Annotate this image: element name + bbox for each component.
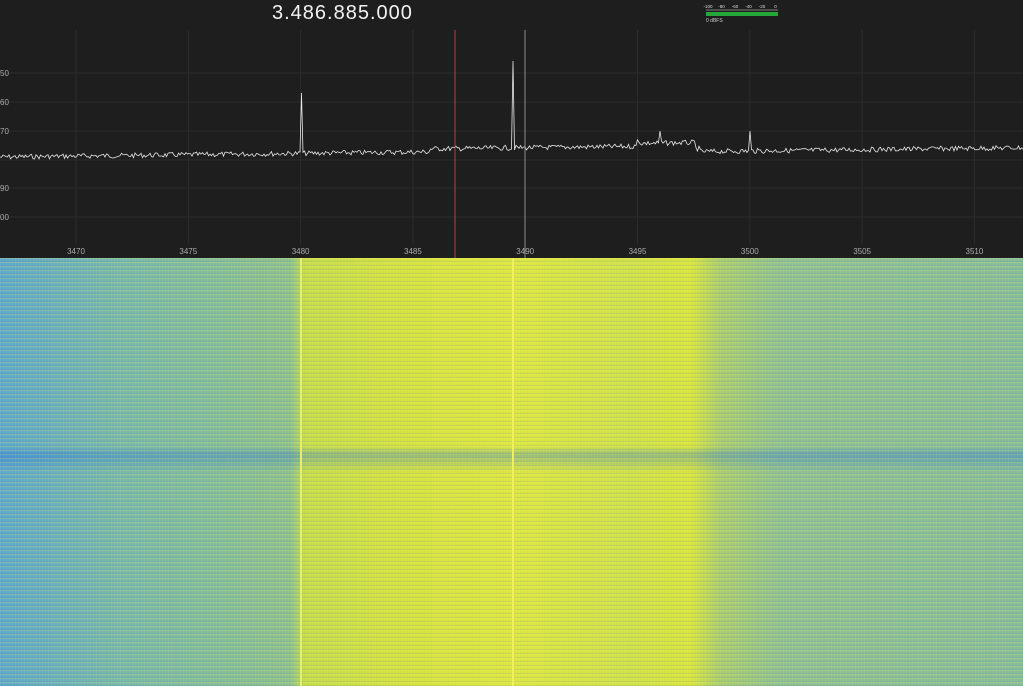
spectrum: 3470347534803485349034953500350535105060… bbox=[0, 0, 1023, 258]
x-tick-label: 3500 bbox=[741, 247, 759, 256]
x-tick-label: 3470 bbox=[67, 247, 85, 256]
meter-tick: -40 bbox=[745, 4, 752, 9]
meter-label: 0 dBFS bbox=[706, 18, 723, 24]
y-tick-label: 70 bbox=[0, 127, 9, 136]
meter-tick: -20 bbox=[759, 4, 766, 9]
y-tick-label: 90 bbox=[0, 184, 9, 193]
waterfall-signal bbox=[300, 258, 302, 686]
spectrum-trace bbox=[0, 60, 1023, 160]
x-tick-label: 3485 bbox=[404, 247, 422, 256]
meter-tick: -100 bbox=[703, 4, 713, 9]
x-tick-label: 3480 bbox=[292, 247, 310, 256]
meter-tick: -60 bbox=[732, 4, 739, 9]
y-tick-label: 50 bbox=[0, 69, 9, 78]
level-meter: 0 dBFS -100 -80 -60 -40 -20 0 bbox=[703, 4, 778, 24]
x-tick-label: 3475 bbox=[179, 247, 197, 256]
y-tick-label: 60 bbox=[0, 98, 9, 107]
waterfall-signal bbox=[512, 258, 514, 686]
y-tick-label: 00 bbox=[0, 213, 9, 222]
meter-bar bbox=[706, 12, 778, 16]
frequency-display[interactable]: 3.486.885.000 bbox=[272, 2, 413, 24]
x-tick-label: 3495 bbox=[629, 247, 647, 256]
waterfall bbox=[0, 258, 1023, 686]
meter-tick: -80 bbox=[718, 4, 725, 9]
x-tick-label: 3510 bbox=[966, 247, 984, 256]
x-tick-label: 3505 bbox=[853, 247, 871, 256]
meter-tick: 0 bbox=[774, 4, 777, 9]
